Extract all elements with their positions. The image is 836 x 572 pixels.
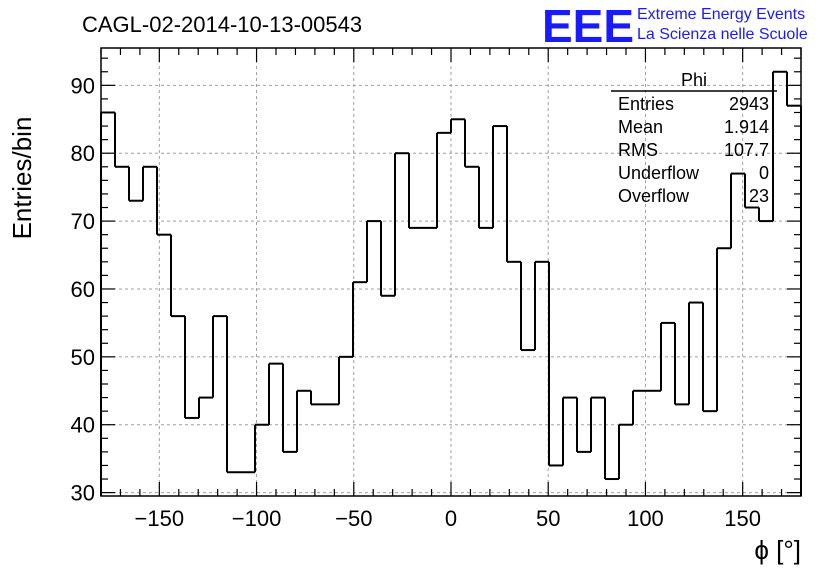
stats-row-label: Mean xyxy=(618,117,663,137)
logo-mark: EEE xyxy=(542,0,634,52)
tick-labels: −150 −100 −50 0 50 100 150 30 40 50 60 70 80 90 xyxy=(71,73,762,531)
stats-box: Phi Entries 2943 Mean 1.914 RMS 107.7 Underflo… xyxy=(611,70,777,206)
stats-row-value: 0 xyxy=(759,163,769,183)
chart-title: CAGL-02-2014-10-13-00543 xyxy=(82,12,362,37)
stats-row-value: 1.914 xyxy=(724,117,769,137)
x-tick-label: 150 xyxy=(724,506,761,531)
eee-logo: EEE Extreme Energy Events La Scienza nel… xyxy=(542,0,808,52)
y-tick-label: 40 xyxy=(71,413,95,438)
axis-ticks xyxy=(100,48,802,496)
y-tick-label: 30 xyxy=(71,481,95,506)
x-tick-label: −50 xyxy=(335,506,372,531)
y-tick-label: 70 xyxy=(71,209,95,234)
stats-title: Phi xyxy=(681,70,707,90)
x-tick-label: −100 xyxy=(232,506,282,531)
y-tick-label: 60 xyxy=(71,277,95,302)
stats-row-label: Underflow xyxy=(618,163,700,183)
stats-row-value: 23 xyxy=(749,186,769,206)
y-tick-label: 80 xyxy=(71,141,95,166)
grid xyxy=(101,48,801,496)
y-axis-label: Entries/bin xyxy=(7,117,37,240)
y-tick-label: 50 xyxy=(71,345,95,370)
stats-row-label: Overflow xyxy=(618,186,690,206)
x-tick-label: −150 xyxy=(135,506,185,531)
x-tick-label: 100 xyxy=(627,506,664,531)
logo-line-2: La Scienza nelle Scuole xyxy=(637,26,808,43)
stats-row-value: 2943 xyxy=(729,94,769,114)
x-tick-label: 0 xyxy=(445,506,457,531)
x-axis-label: ϕ [°] xyxy=(754,535,801,565)
y-tick-label: 90 xyxy=(71,73,95,98)
x-tick-label: 50 xyxy=(536,506,560,531)
stats-row-label: Entries xyxy=(618,94,674,114)
logo-line-1: Extreme Energy Events xyxy=(637,6,805,23)
stats-row-label: RMS xyxy=(618,140,658,160)
stats-row-value: 107.7 xyxy=(724,140,769,160)
